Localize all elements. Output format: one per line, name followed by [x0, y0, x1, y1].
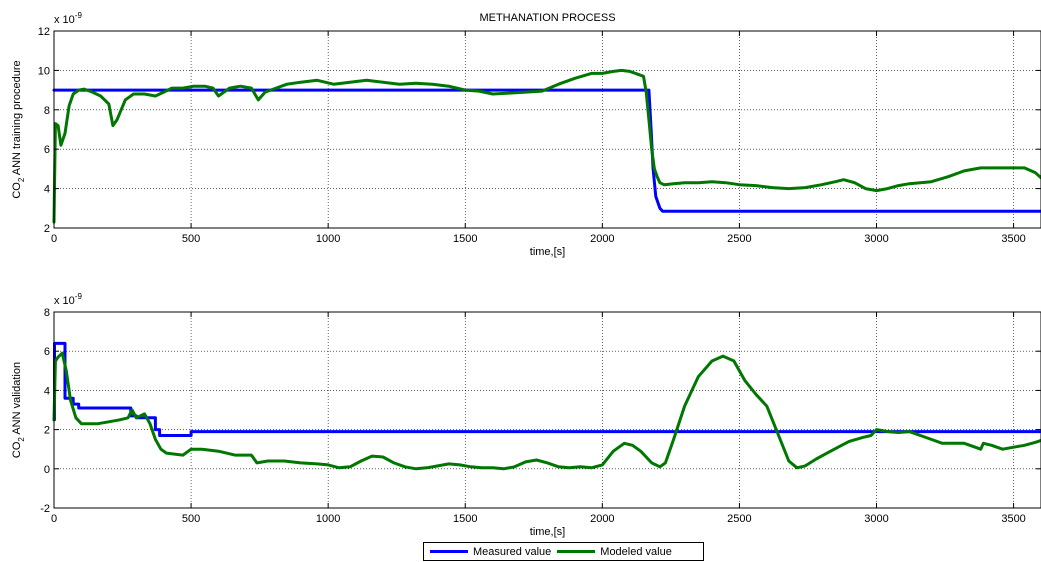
- y-label-subscript: 2: [17, 177, 26, 182]
- legend-entry-measured: Measured value: [430, 546, 551, 558]
- modeled-value-line: [52, 351, 1041, 471]
- x-axis-label: time,[s]: [530, 526, 565, 538]
- plot-panel-1: 0 500 1000 1500 2000 2500 3000 3500 2 4 6 8 10 12 x 10…: [11, 11, 1041, 258]
- axes-frame: [53, 30, 1041, 229]
- y-label-main: CO: [11, 182, 23, 199]
- x-tick-label: 2000: [590, 233, 614, 245]
- x-tick-label: 1500: [453, 513, 477, 525]
- exponent-power: -9: [75, 11, 83, 20]
- exponent-base: x 10: [54, 295, 75, 307]
- y-tick-label: -2: [40, 503, 50, 515]
- x-tick-label: 2500: [727, 513, 751, 525]
- legend-swatch-measured: [430, 550, 468, 553]
- x-tick-label: 3500: [1001, 513, 1025, 525]
- series-group: [52, 68, 1041, 224]
- y-tick-label: 6: [44, 144, 50, 156]
- modeled-value-line: [52, 68, 1041, 224]
- x-tick-label: 1000: [316, 233, 340, 245]
- legend-swatch-modeled: [557, 550, 596, 553]
- x-tick-label: 500: [182, 513, 200, 525]
- x-tick-label: 1500: [453, 233, 477, 245]
- y-tick-label: 0: [44, 464, 50, 476]
- y-tick-label: 2: [44, 223, 50, 235]
- x-tick-label: 0: [51, 513, 57, 525]
- y-tick-label: 8: [44, 105, 50, 117]
- exponent-base: x 10: [54, 14, 75, 26]
- chart-title: METHANATION PROCESS: [479, 12, 615, 24]
- y-tick-label: 8: [44, 307, 50, 319]
- x-tick-label: 500: [182, 233, 200, 245]
- x-tick-label: 2500: [727, 233, 751, 245]
- y-tick-label: 4: [44, 385, 50, 397]
- x-tick-label: 3000: [864, 233, 888, 245]
- y-label-main: CO: [11, 441, 23, 458]
- legend-label-measured: Measured value: [473, 545, 552, 558]
- y-label-rest: ANN training procedure: [11, 60, 23, 177]
- y-exponent-label: x 10-9: [54, 11, 82, 26]
- x-tick-label: 2000: [590, 513, 614, 525]
- y-exponent-label: x 10-9: [54, 292, 82, 307]
- legend-entry-modeled: Modeled value: [557, 546, 672, 558]
- exponent-power: -9: [75, 292, 83, 301]
- plot-area: [54, 312, 1041, 508]
- x-axis-label: time,[s]: [530, 246, 565, 258]
- axes-frame: [53, 311, 1041, 509]
- plot-area: [54, 31, 1041, 228]
- y-tick-label: 2: [44, 425, 50, 437]
- y-label-subscript: 2: [17, 437, 26, 442]
- y-tick-label: 12: [38, 26, 50, 38]
- legend-label-modeled: Modeled value: [600, 545, 672, 558]
- x-tick-label: 0: [51, 233, 57, 245]
- x-tick-label: 3000: [864, 513, 888, 525]
- x-tick-label: 3500: [1001, 233, 1025, 245]
- y-label-rest: ANN validation: [11, 362, 23, 437]
- series-group: [52, 341, 1041, 471]
- x-tick-label: 1000: [316, 513, 340, 525]
- y-tick-label: 4: [44, 184, 50, 196]
- y-tick-label: 6: [44, 346, 50, 358]
- y-axis-label: CO2 ANN validation: [11, 362, 26, 458]
- legend: Measured value Modeled value: [423, 542, 704, 561]
- y-axis-label: CO2 ANN training procedure: [11, 60, 26, 198]
- y-tick-label: 10: [38, 65, 50, 77]
